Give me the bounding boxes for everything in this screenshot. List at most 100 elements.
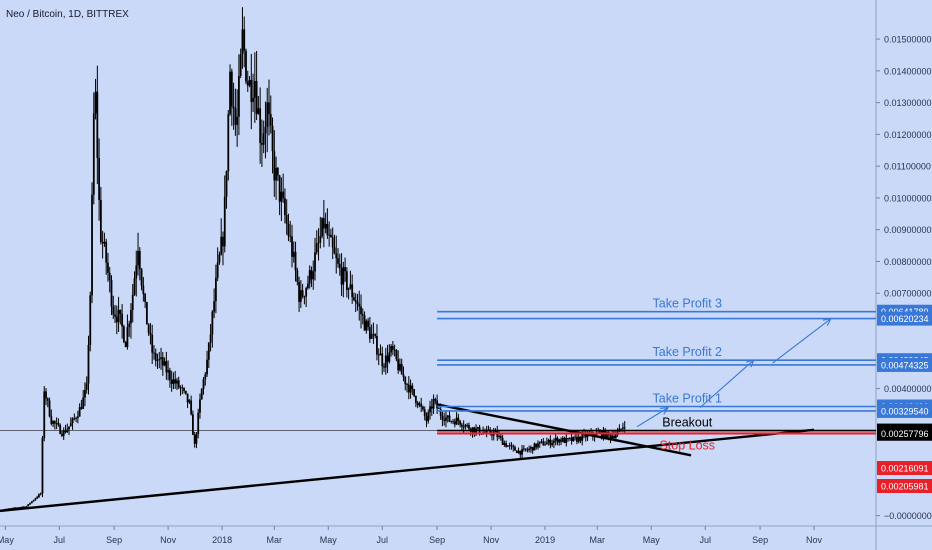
candle-body [82, 397, 85, 409]
candle-body [209, 334, 212, 343]
candle-body [344, 267, 346, 272]
candle-body [519, 450, 522, 455]
candle-body [384, 355, 387, 368]
candle-body [91, 194, 93, 296]
candle-body [243, 29, 246, 51]
candle-body [103, 241, 106, 244]
candle-body [391, 345, 394, 350]
candle-body [177, 380, 180, 388]
candle-body [452, 421, 454, 422]
candle-body [549, 439, 552, 446]
candle-body [572, 436, 575, 442]
candle-body [485, 429, 488, 433]
candle-body [468, 425, 470, 429]
candle-body [158, 358, 161, 361]
candle-body [121, 313, 124, 327]
y-tick-label: 0.01400000 [884, 66, 932, 76]
y-tick-label: 0.00700000 [884, 289, 932, 299]
candle-body [115, 316, 118, 323]
candle-body [174, 379, 177, 384]
candle-body [533, 443, 536, 451]
candle-body [122, 326, 125, 343]
candle-body [250, 79, 253, 103]
x-tick-label: May [320, 535, 338, 545]
price-tag [877, 357, 932, 372]
candle-body [238, 75, 240, 117]
candle-body [303, 296, 306, 298]
candle-body [381, 353, 384, 367]
candle-body [176, 380, 178, 384]
candle-body [216, 262, 219, 278]
candle-body [204, 374, 207, 380]
candle-body [528, 448, 531, 451]
candle-body [517, 450, 520, 453]
candle-body [222, 236, 224, 247]
candle-body [75, 418, 77, 419]
candle-body [420, 403, 423, 407]
y-tick-label: −0.00000000 [884, 511, 932, 521]
candle-body [137, 250, 139, 266]
level-label: Take Profit 2 [653, 345, 723, 359]
candle-body [437, 408, 440, 409]
candle-body [368, 326, 371, 339]
candle-body [160, 357, 162, 359]
candle-body [59, 424, 62, 434]
price-tag-label: 0.00216091 [881, 464, 929, 474]
candle-body [275, 167, 277, 181]
candle-body [448, 415, 451, 422]
y-tick-label: 0.01500000 [884, 35, 932, 45]
candle-body [356, 302, 359, 305]
candle-body [30, 501, 33, 504]
candle-body [342, 267, 345, 285]
candle-body [314, 252, 316, 272]
candle-body [404, 376, 407, 385]
candle-body [232, 106, 235, 109]
candle-body [321, 218, 323, 237]
candle-body [153, 352, 155, 354]
candle-body [501, 437, 504, 445]
level-label: Breakout [662, 416, 713, 430]
candle-body [20, 506, 23, 508]
candle-body [218, 254, 221, 263]
candle-body [331, 237, 334, 248]
candle-body [39, 493, 42, 495]
candle-body [388, 352, 391, 362]
candle-body [510, 445, 513, 447]
candle-body [409, 385, 412, 393]
candle-body [390, 345, 393, 353]
candle-body [411, 385, 414, 390]
candle-body [225, 171, 228, 197]
candle-body [432, 399, 435, 409]
x-tick-label: Jul [699, 535, 711, 545]
candle-body [305, 288, 308, 297]
trendline-support [0, 428, 815, 513]
candle-body [46, 398, 49, 401]
candle-body [423, 409, 426, 417]
candle-body [328, 234, 331, 236]
candle-body [317, 242, 320, 244]
candle-body [374, 334, 377, 337]
candle-body [614, 434, 617, 438]
candle-body [117, 309, 120, 323]
candle-body [299, 290, 302, 302]
candle-body [335, 253, 338, 259]
candle-body [112, 306, 115, 315]
candle-body [110, 279, 113, 307]
candle-body [92, 113, 95, 195]
candle-body [530, 447, 532, 449]
candle-body [213, 301, 216, 312]
candle-body [351, 284, 354, 298]
y-tick-label: 0.01200000 [884, 130, 932, 140]
candle-body [547, 439, 550, 443]
candle-body [52, 421, 54, 424]
candle-body [230, 71, 233, 107]
candle-body [131, 294, 134, 311]
candle-body [167, 370, 170, 373]
candle-body [599, 431, 601, 433]
candle-body [574, 436, 577, 438]
candle-body [89, 295, 92, 345]
candle-body [360, 306, 362, 315]
candle-body [422, 406, 424, 410]
y-tick-label: 0.00900000 [884, 225, 932, 235]
